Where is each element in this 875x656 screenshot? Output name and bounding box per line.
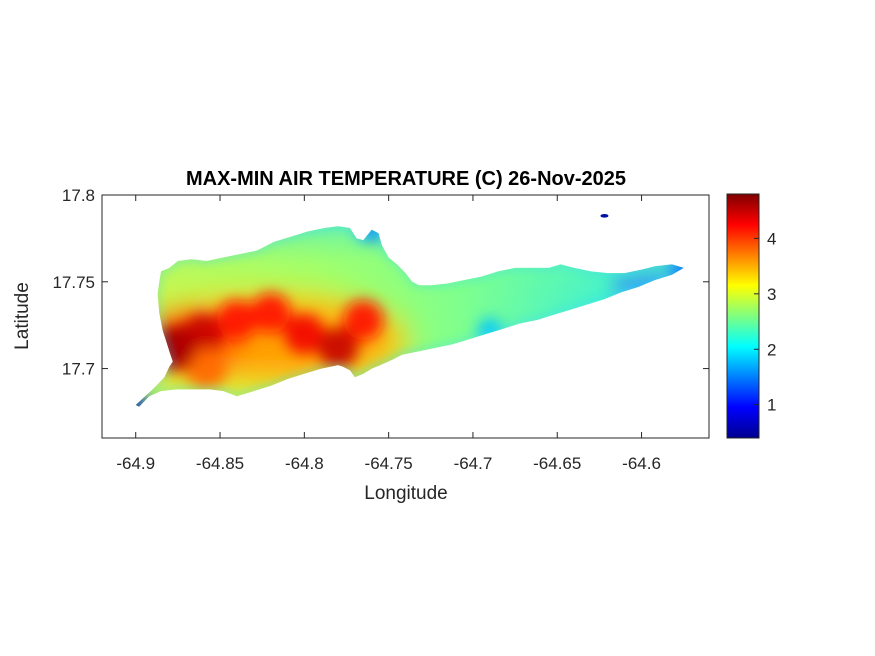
y-tick-label-1: 17.75 xyxy=(52,273,95,292)
x-axis-label: Longitude xyxy=(364,483,447,504)
colorbar-tick-label-1: 2 xyxy=(767,340,776,359)
x-tick-label-4: -64.7 xyxy=(454,454,493,473)
colorbar-tick-label-2: 3 xyxy=(767,285,776,304)
colorbar-ticks: 1 2 3 4 xyxy=(754,229,776,415)
map-axes: -64.9 -64.85 -64.8 -64.75 -64.7 -64.65 -64.6 1… xyxy=(12,186,710,504)
x-tick-label-0: -64.9 xyxy=(116,454,155,473)
hotspot-5 xyxy=(318,327,359,368)
hotspot-3 xyxy=(250,293,291,334)
x-tick-label-5: -64.65 xyxy=(533,454,581,473)
x-tick-label-1: -64.85 xyxy=(196,454,244,473)
y-axis-ticks: 17.7 17.75 17.8 xyxy=(52,186,709,379)
hotspot-7 xyxy=(186,348,227,389)
y-tick-label-2: 17.8 xyxy=(62,186,95,205)
hotspot-2 xyxy=(216,299,257,340)
colorbar-tick-label-0: 1 xyxy=(767,396,776,415)
x-tick-label-2: -64.8 xyxy=(285,454,324,473)
islet xyxy=(600,214,609,218)
hotspot-4 xyxy=(284,313,325,354)
y-tick-label-0: 17.7 xyxy=(62,360,95,379)
colorbar-gradient xyxy=(726,193,760,439)
x-axis-ticks: -64.9 -64.85 -64.8 -64.75 -64.7 -64.65 -64.6 xyxy=(116,195,661,473)
islet-shape xyxy=(600,214,609,218)
x-tick-label-6: -64.6 xyxy=(622,454,661,473)
x-tick-label-3: -64.75 xyxy=(365,454,413,473)
colorbar-tick-label-3: 4 xyxy=(767,229,776,248)
coast-edge xyxy=(135,226,684,407)
y-axis-label: Latitude xyxy=(12,282,33,350)
colorbar: 1 2 3 4 xyxy=(726,193,776,439)
chart-title: MAX-MIN AIR TEMPERATURE (C) 26-Nov-2025 xyxy=(186,168,626,190)
hotspot-6 xyxy=(343,299,384,340)
